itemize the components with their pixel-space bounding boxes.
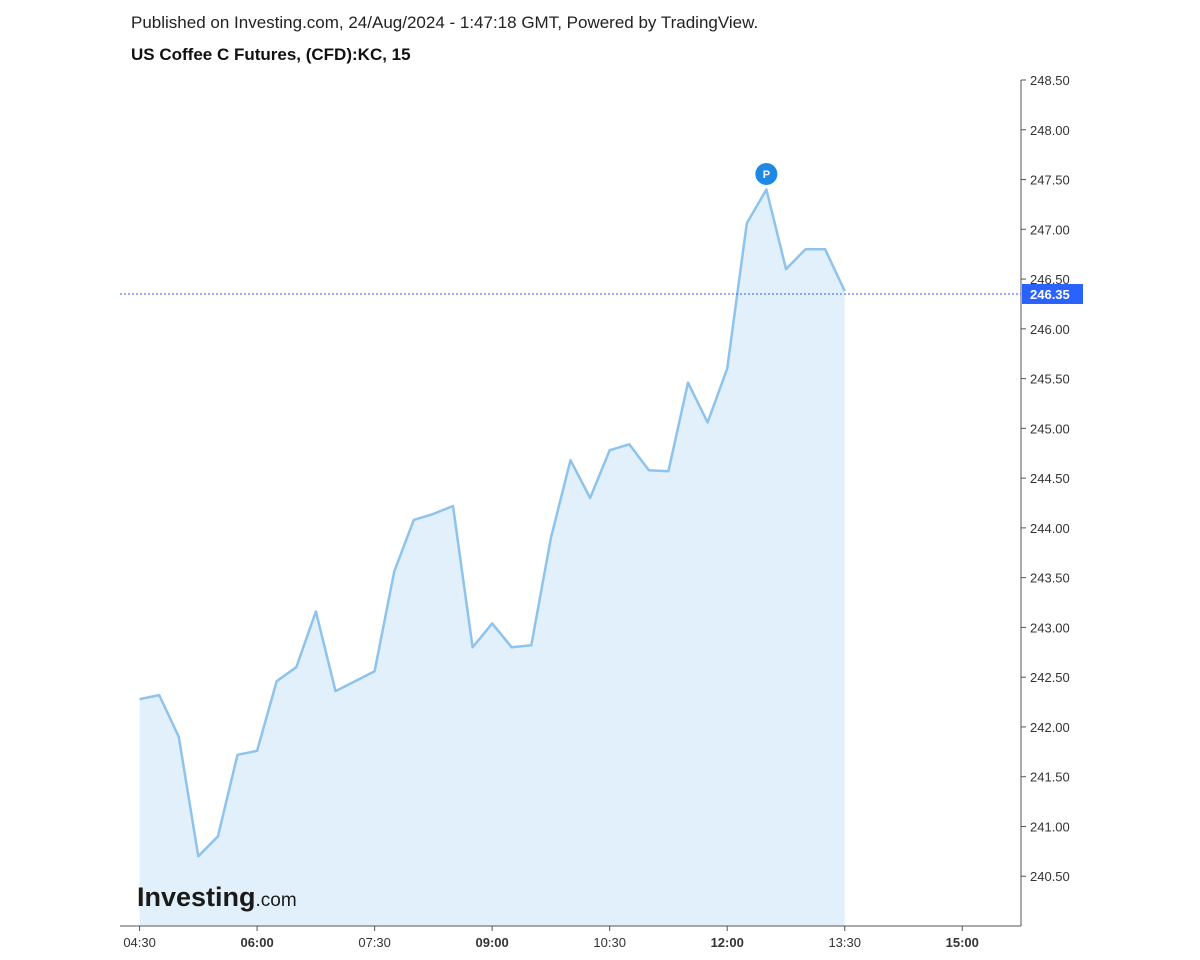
y-tick-label: 241.50 [1030,770,1070,785]
logo-suffix-text: .com [256,890,297,911]
x-tick-label: 06:00 [240,935,273,950]
y-tick-label: 248.50 [1030,73,1070,88]
x-tick-label: 04:30 [123,935,156,950]
area-layer [139,189,845,926]
x-tick-label: 09:00 [476,935,509,950]
y-tick-label: 247.00 [1030,222,1070,237]
price-line [139,188,846,858]
x-tick-label: 12:00 [711,935,744,950]
y-tick-label: 240.50 [1030,869,1070,884]
price-layer: 246.35 [120,283,1083,304]
logo-main-text: Investing [137,882,256,912]
y-tick-label: 242.50 [1030,670,1070,685]
y-tick-label: 244.00 [1030,521,1070,536]
svg-text:Investing.com: Investing.com [137,882,297,912]
x-tick-label: 07:30 [358,935,391,950]
y-tick-label: 243.00 [1030,620,1070,635]
x-tick-label: 15:00 [946,935,979,950]
published-note: Published on Investing.com, 24/Aug/2024 … [131,13,759,32]
event-marker-label: P [763,169,770,181]
y-tick-label: 245.50 [1030,372,1070,387]
y-tick-label: 248.00 [1030,123,1070,138]
last-price-label: 246.35 [1030,287,1070,302]
y-tick-label: 245.00 [1030,421,1070,436]
y-tick-label: 242.00 [1030,720,1070,735]
y-tick-label: 246.00 [1030,322,1070,337]
event-marker-icon[interactable] [755,163,778,185]
y-tick-label: 241.00 [1030,819,1070,834]
axis-layer: 248.50 248.00 247.50 247.00 246.50 246.00 245.… [120,73,1070,950]
last-price-badge [1022,283,1083,304]
price-area [139,189,845,926]
y-tick-label: 246.50 [1030,272,1070,287]
y-tick-label: 247.50 [1030,173,1070,188]
chart-title: US Coffee C Futures, (CFD):KC, 15 [131,45,411,64]
y-tick-label: 243.50 [1030,571,1070,586]
x-tick-label: 13:30 [828,935,861,950]
y-tick-label: 244.50 [1030,471,1070,486]
marker-layer[interactable]: P [755,163,778,185]
line-layer [139,188,846,858]
investing-logo: Investing.com [137,882,297,912]
x-tick-label: 10:30 [593,935,626,950]
